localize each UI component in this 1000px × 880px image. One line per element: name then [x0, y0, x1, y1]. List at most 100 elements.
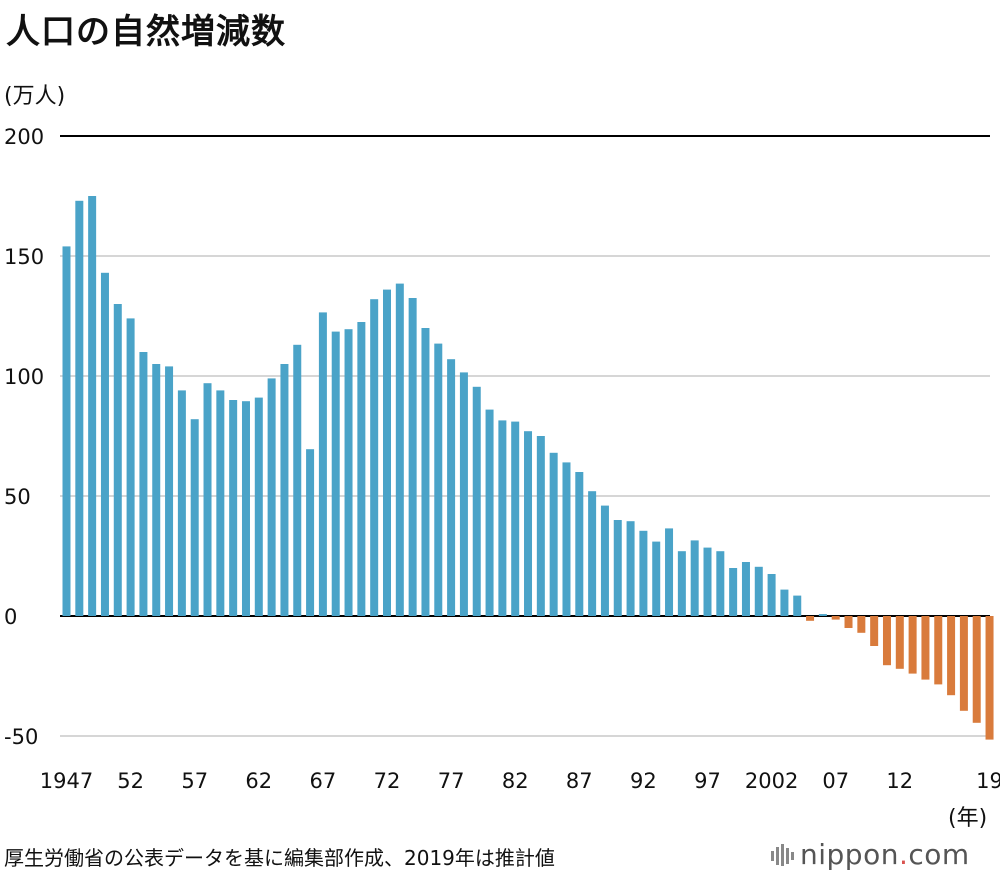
- logo-suffix: com: [908, 838, 970, 871]
- bar-1954: [152, 364, 161, 616]
- x-axis-tick-labels: 1947 52 57 62 67 72 77 82 87 92 97 2002 07 12 19: [40, 769, 1000, 793]
- bar-1950: [100, 272, 109, 616]
- x-tick-label: 72: [374, 769, 401, 793]
- bar-1970: [357, 322, 366, 616]
- bar-2005: [806, 616, 815, 621]
- y-tick-label: 150: [4, 245, 44, 269]
- x-tick-label: 12: [886, 769, 913, 793]
- bar-1956: [177, 390, 186, 616]
- bar-1994: [665, 528, 674, 616]
- x-tick-label: 07: [822, 769, 849, 793]
- bar-1953: [139, 352, 148, 616]
- bar-1958: [203, 383, 212, 616]
- x-tick-label: 92: [630, 769, 657, 793]
- bar-1986: [562, 462, 571, 616]
- logo-bars-icon: [771, 844, 794, 866]
- bar-1957: [190, 419, 199, 616]
- bar-1949: [88, 196, 97, 616]
- bar-1963: [267, 378, 276, 616]
- bar-1991: [626, 521, 635, 616]
- y-axis-tick-labels: 200 150 100 50 0 -50: [4, 125, 44, 749]
- chart-title: 人口の自然増減数: [6, 12, 286, 52]
- bar-2006: [818, 614, 827, 616]
- x-tick-label: 82: [502, 769, 529, 793]
- bar-1993: [652, 541, 661, 616]
- bar-1984: [536, 436, 545, 616]
- bar-1965: [293, 344, 302, 616]
- bar-1951: [113, 304, 122, 616]
- x-tick-label: 1947: [40, 769, 93, 793]
- bar-1973: [395, 283, 404, 616]
- bar-1990: [613, 520, 622, 616]
- x-tick-label: 62: [245, 769, 272, 793]
- y-tick-label: 0: [4, 605, 17, 629]
- x-tick-label: 2002: [745, 769, 798, 793]
- bar-1966: [306, 449, 315, 616]
- bar-1952: [126, 318, 135, 616]
- bar-1995: [677, 551, 686, 616]
- logo-name: nippon: [800, 838, 899, 871]
- bar-1992: [639, 530, 648, 616]
- bar-2004: [793, 595, 802, 616]
- bar-1978: [459, 372, 468, 616]
- bar-2010: [870, 616, 879, 646]
- logo-dot: .: [898, 838, 909, 871]
- bar-1988: [588, 491, 597, 616]
- x-tick-label: 97: [694, 769, 721, 793]
- y-axis-unit-label: (万人): [4, 84, 66, 109]
- bar-2001: [754, 566, 763, 616]
- bar-2008: [844, 616, 853, 628]
- bar-2002: [767, 574, 776, 616]
- bar-1979: [472, 386, 481, 616]
- bar-1997: [703, 547, 712, 616]
- bar-1967: [318, 312, 327, 616]
- bar-1981: [498, 420, 507, 616]
- bar-1968: [331, 331, 340, 616]
- y-tick-label: -50: [4, 725, 38, 749]
- y-tick-label: 200: [4, 125, 44, 149]
- x-axis-unit-label: (年): [948, 806, 988, 831]
- bar-1976: [434, 343, 443, 616]
- bar-2016: [947, 616, 956, 696]
- bar-2007: [831, 616, 840, 620]
- bar-chart: 200 150 100 50 0 -50 1947 52 57 62 67 72 77 82 87 92 97…: [4, 125, 1000, 793]
- bar-1948: [75, 200, 84, 617]
- bar-1975: [421, 328, 430, 616]
- x-tick-label: 77: [438, 769, 465, 793]
- bar-1962: [254, 397, 263, 616]
- bar-1982: [511, 421, 520, 616]
- bar-1959: [216, 390, 225, 616]
- bar-2019: [985, 616, 994, 740]
- bar-1980: [485, 409, 494, 616]
- x-tick-label: 52: [117, 769, 144, 793]
- bar-1999: [729, 568, 738, 616]
- bar-1998: [716, 551, 725, 616]
- bar-2000: [741, 562, 750, 616]
- bar-2009: [857, 616, 866, 633]
- source-note: 厚生労働省の公表データを基に編集部作成、2019年は推計値: [4, 846, 555, 870]
- y-tick-label: 50: [4, 485, 31, 509]
- bar-2018: [972, 616, 981, 723]
- bar-1969: [344, 329, 353, 616]
- bar-2014: [921, 616, 930, 680]
- bar-1983: [524, 431, 533, 616]
- x-tick-label: 19: [976, 769, 1000, 793]
- bar-1961: [241, 401, 250, 616]
- bar-2011: [882, 616, 891, 666]
- bar-2013: [908, 616, 917, 674]
- bar-2003: [780, 589, 789, 616]
- bar-1947: [62, 246, 71, 616]
- bar-1977: [447, 359, 456, 616]
- bar-1971: [370, 299, 379, 616]
- x-tick-label: 87: [566, 769, 593, 793]
- bar-1985: [549, 452, 558, 616]
- bar-1974: [408, 298, 417, 616]
- bar-1964: [280, 364, 289, 616]
- nippon-logo: nippon.com: [770, 838, 970, 871]
- bar-1989: [600, 505, 609, 616]
- bars: [62, 196, 994, 740]
- bar-2012: [895, 616, 904, 669]
- bar-1955: [165, 366, 174, 616]
- bar-1960: [229, 400, 238, 616]
- bar-2015: [934, 616, 943, 685]
